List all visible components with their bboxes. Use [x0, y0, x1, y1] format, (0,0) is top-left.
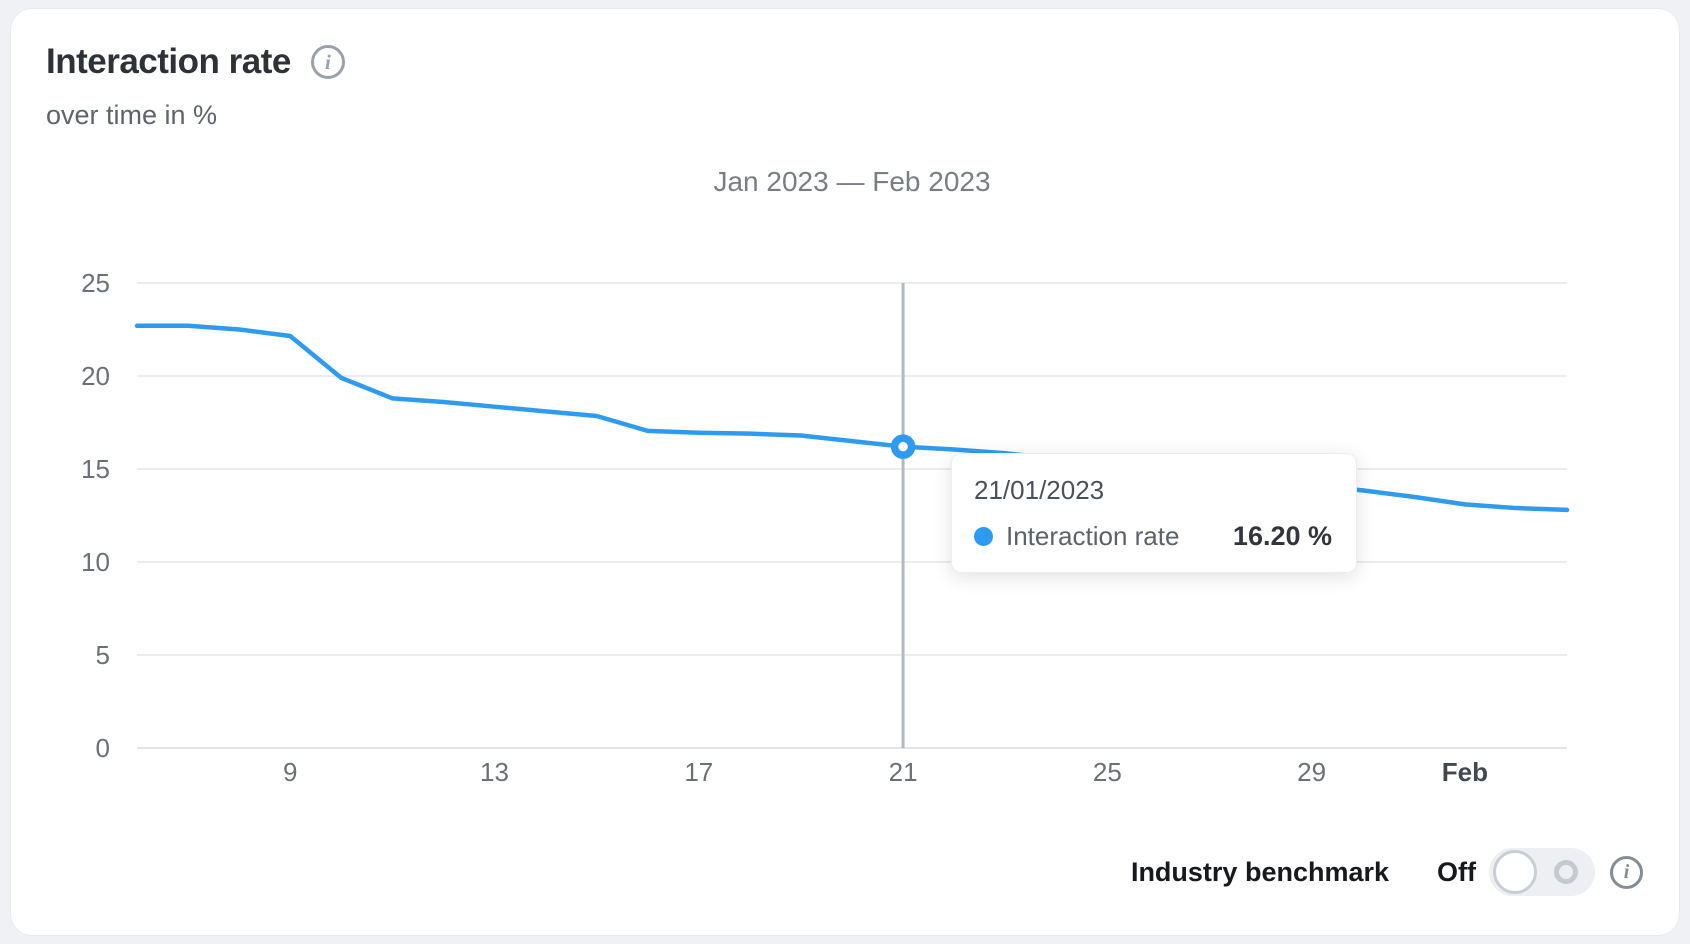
svg-text:29: 29 — [1297, 757, 1326, 787]
svg-text:21: 21 — [889, 757, 918, 787]
svg-text:9: 9 — [283, 757, 297, 787]
chart-tooltip: 21/01/2023 Interaction rate 16.20 % — [951, 453, 1357, 573]
svg-text:15: 15 — [81, 454, 110, 484]
info-icon[interactable]: i — [310, 45, 345, 79]
x-axis-labels: 9 13 17 21 25 29 Feb — [283, 757, 1488, 787]
benchmark-state: Off — [1437, 856, 1476, 887]
widget-subtitle: over time in % — [46, 100, 218, 130]
interaction-rate-widget-card — [10, 8, 1680, 936]
tooltip-date: 21/01/2023 — [974, 475, 1105, 505]
svg-text:25: 25 — [1093, 757, 1122, 787]
benchmark-label: Industry benchmark — [1130, 856, 1390, 887]
toggle-knob-icon — [1493, 850, 1537, 894]
widget-header: Interaction rate i — [46, 42, 345, 82]
tooltip-value: 16.20 % — [1232, 521, 1332, 551]
svg-text:20: 20 — [81, 361, 110, 391]
toggle-off-ring-icon — [1554, 860, 1578, 884]
page-title: Interaction rate — [46, 42, 291, 81]
svg-text:10: 10 — [81, 547, 110, 577]
benchmark-info-icon[interactable]: i — [1610, 855, 1643, 889]
tooltip-row: Interaction rate 16.20 % — [974, 521, 1332, 552]
svg-text:13: 13 — [480, 757, 509, 787]
industry-benchmark-control: Industry benchmark Off i — [1131, 847, 1643, 897]
hover-marker-icon — [890, 434, 916, 459]
gridlines — [137, 282, 1567, 749]
benchmark-toggle[interactable] — [1489, 848, 1595, 896]
svg-text:0: 0 — [96, 733, 110, 763]
y-axis-labels: 25 20 15 10 5 0 — [81, 268, 110, 763]
period-label: Jan 2023 — Feb 2023 — [713, 166, 991, 197]
series-dot-icon — [974, 527, 993, 546]
svg-text:17: 17 — [684, 757, 713, 787]
tooltip-series-label: Interaction rate — [1006, 521, 1180, 551]
svg-text:25: 25 — [81, 268, 110, 298]
svg-text:5: 5 — [96, 640, 110, 670]
svg-text:Feb: Feb — [1442, 757, 1488, 787]
